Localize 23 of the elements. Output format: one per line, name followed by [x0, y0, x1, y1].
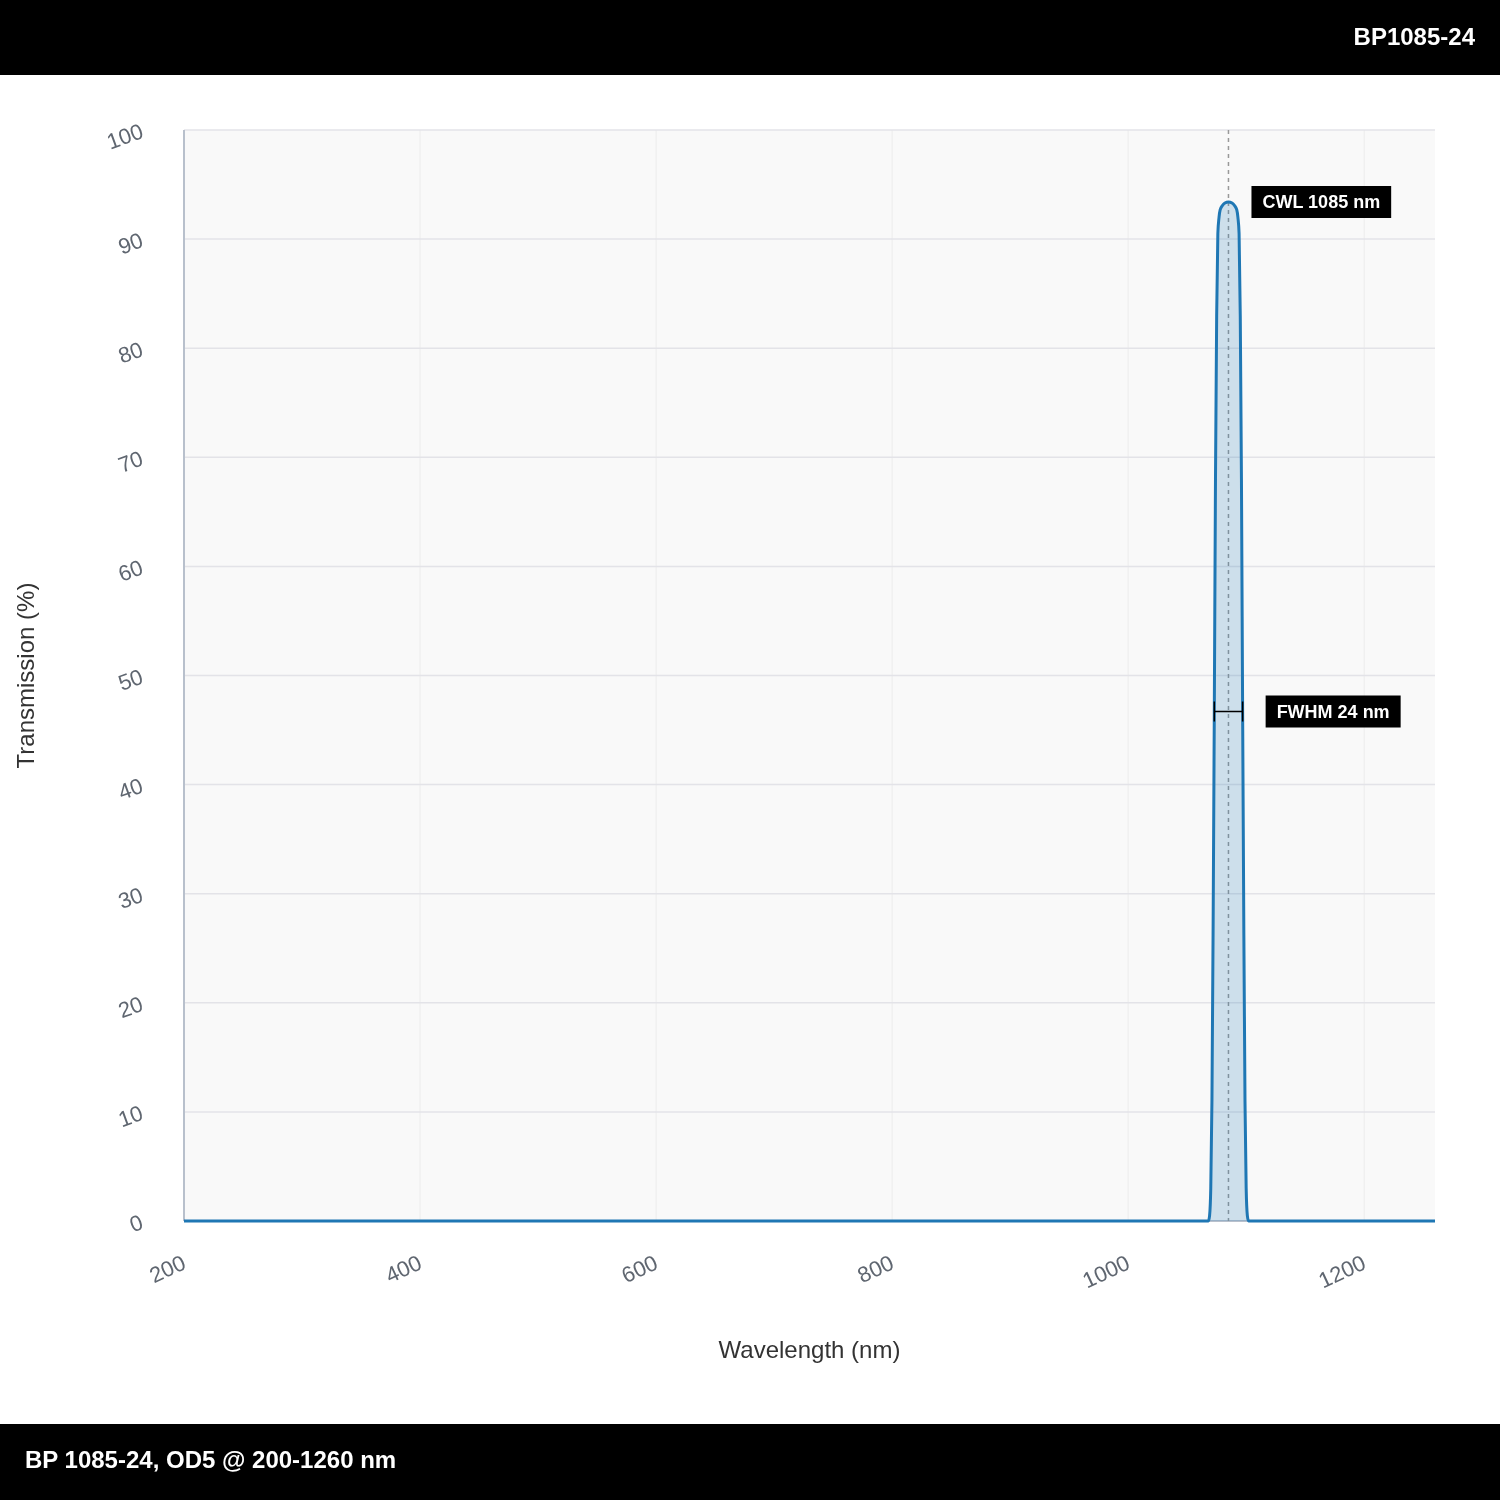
- x-tick-label: 200: [145, 1249, 190, 1289]
- y-tick-label: 50: [114, 663, 147, 696]
- text: BP 1085-24, OD5 @ 200-1260 nm: [25, 1446, 397, 1474]
- x-tick-label: 400: [381, 1249, 426, 1289]
- y-tick-label: 40: [114, 773, 147, 805]
- y-axis-title: Transmission (%): [12, 582, 40, 769]
- x-tick-label: 1200: [1314, 1249, 1370, 1294]
- chart-title: BP1085-24: [1353, 23, 1476, 51]
- y-tick-label: 60: [114, 554, 147, 587]
- y-tick-label: 80: [114, 336, 147, 369]
- annotation: FWHM 24 nm: [1276, 701, 1390, 722]
- y-tick-label: 20: [114, 991, 147, 1024]
- y-tick-label: 90: [114, 227, 147, 260]
- x-axis-title: Wavelength (nm): [718, 1336, 901, 1364]
- y-tick-label: 100: [103, 118, 147, 155]
- y-tick-label: 0: [126, 1209, 147, 1238]
- x-tick-label: 600: [617, 1249, 662, 1289]
- x-tick-label: 800: [853, 1249, 898, 1289]
- x-tick-label: 1000: [1078, 1249, 1134, 1294]
- y-tick-label: 10: [114, 1100, 147, 1133]
- y-tick-label: 30: [114, 882, 147, 915]
- y-tick-label: 70: [114, 445, 147, 478]
- ref-line-label: CWL 1085 nm: [1262, 192, 1381, 213]
